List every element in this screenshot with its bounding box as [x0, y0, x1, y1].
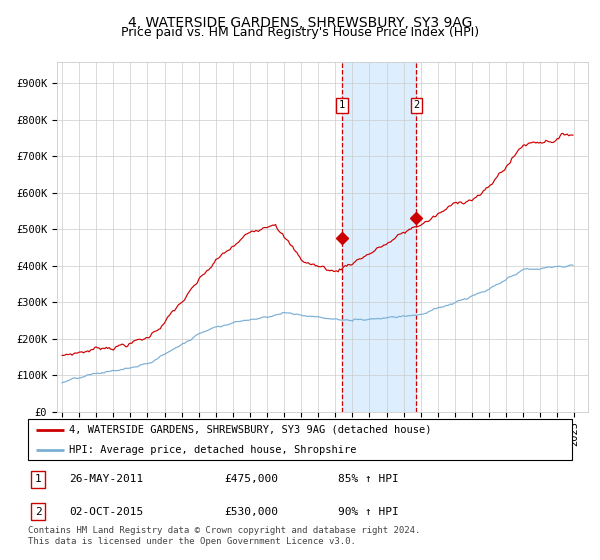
- FancyBboxPatch shape: [28, 419, 572, 460]
- Text: 26-MAY-2011: 26-MAY-2011: [69, 474, 143, 484]
- Text: £530,000: £530,000: [224, 506, 278, 516]
- Text: 4, WATERSIDE GARDENS, SHREWSBURY, SY3 9AG (detached house): 4, WATERSIDE GARDENS, SHREWSBURY, SY3 9A…: [69, 424, 431, 435]
- Text: 02-OCT-2015: 02-OCT-2015: [69, 506, 143, 516]
- Bar: [342, 62, 416, 412]
- Text: £475,000: £475,000: [224, 474, 278, 484]
- Text: 85% ↑ HPI: 85% ↑ HPI: [338, 474, 399, 484]
- Text: 1: 1: [338, 100, 345, 110]
- Text: 4, WATERSIDE GARDENS, SHREWSBURY, SY3 9AG: 4, WATERSIDE GARDENS, SHREWSBURY, SY3 9A…: [128, 16, 472, 30]
- Text: 2: 2: [35, 506, 41, 516]
- Text: 2: 2: [413, 100, 419, 110]
- Text: HPI: Average price, detached house, Shropshire: HPI: Average price, detached house, Shro…: [69, 445, 356, 455]
- Text: 1: 1: [35, 474, 41, 484]
- Text: Contains HM Land Registry data © Crown copyright and database right 2024.
This d: Contains HM Land Registry data © Crown c…: [28, 526, 421, 546]
- Text: 90% ↑ HPI: 90% ↑ HPI: [338, 506, 399, 516]
- Text: Price paid vs. HM Land Registry's House Price Index (HPI): Price paid vs. HM Land Registry's House …: [121, 26, 479, 39]
